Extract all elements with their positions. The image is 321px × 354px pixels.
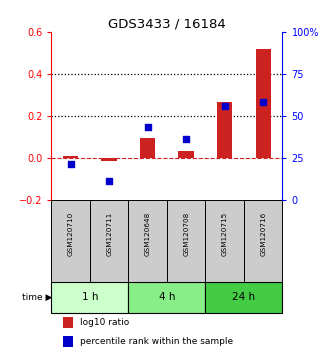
Bar <box>90 200 128 281</box>
Text: log10 ratio: log10 ratio <box>80 318 129 327</box>
Bar <box>51 200 90 281</box>
Bar <box>140 138 155 158</box>
Bar <box>256 48 271 158</box>
Text: GSM120716: GSM120716 <box>260 212 266 256</box>
Text: GSM120708: GSM120708 <box>183 212 189 256</box>
Bar <box>128 281 205 313</box>
Text: percentile rank within the sample: percentile rank within the sample <box>80 337 233 346</box>
Point <box>145 125 150 130</box>
Point <box>184 136 189 142</box>
Bar <box>178 152 194 158</box>
Bar <box>167 200 205 281</box>
Title: GDS3433 / 16184: GDS3433 / 16184 <box>108 18 226 31</box>
Text: GSM120710: GSM120710 <box>68 212 74 256</box>
Text: 1 h: 1 h <box>82 292 98 302</box>
Bar <box>63 336 73 347</box>
Point <box>107 178 112 184</box>
Bar <box>217 102 232 158</box>
Bar <box>101 158 117 161</box>
Point <box>222 103 227 108</box>
Bar <box>51 281 128 313</box>
Bar <box>205 281 282 313</box>
Text: GSM120648: GSM120648 <box>145 212 151 256</box>
Bar <box>63 155 78 158</box>
Text: time ▶: time ▶ <box>22 293 52 302</box>
Bar <box>205 200 244 281</box>
Point <box>261 99 266 105</box>
Text: GSM120711: GSM120711 <box>106 212 112 256</box>
Text: 24 h: 24 h <box>232 292 256 302</box>
Text: 4 h: 4 h <box>159 292 175 302</box>
Point <box>68 161 73 167</box>
Text: GSM120715: GSM120715 <box>222 212 228 256</box>
Bar <box>128 200 167 281</box>
Bar <box>244 200 282 281</box>
Bar <box>63 317 73 328</box>
